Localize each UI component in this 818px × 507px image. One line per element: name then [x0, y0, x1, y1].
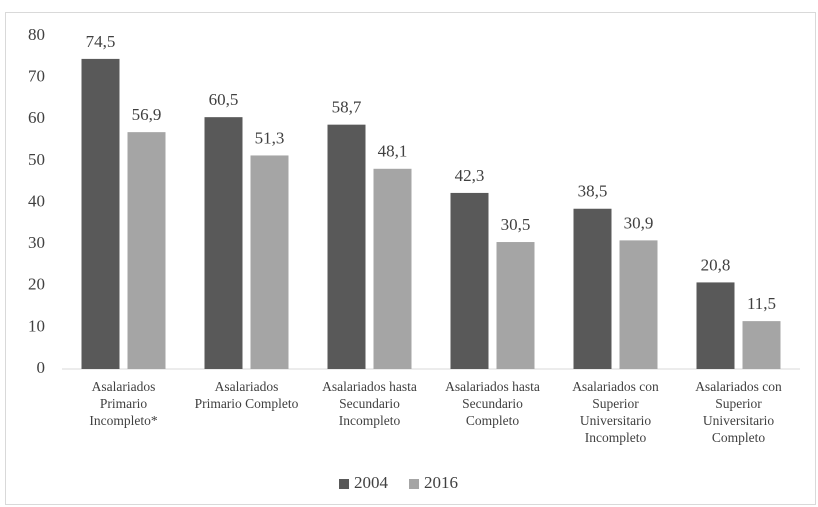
x-tick-label: Asalariados hasta Secundario Incompleto	[322, 379, 417, 428]
y-tick-label: 80	[28, 25, 45, 44]
value-label: 38,5	[578, 182, 608, 201]
value-label: 48,1	[378, 142, 408, 161]
bar	[496, 242, 535, 369]
x-tick-label: Asalariados con Superior Universitario Comp…	[695, 379, 782, 445]
y-tick-label: 20	[28, 275, 45, 294]
bar	[619, 240, 658, 369]
y-tick-label: 10	[28, 316, 45, 335]
value-label: 51,3	[255, 128, 285, 147]
value-label: 42,3	[455, 166, 485, 185]
bar	[327, 124, 366, 369]
bar	[742, 321, 781, 369]
bar	[127, 132, 166, 369]
bar	[81, 58, 120, 370]
x-tick-label: Asalariados hasta Secundario Completo	[445, 379, 540, 428]
y-tick-label: 40	[28, 191, 45, 210]
y-tick-label: 50	[28, 150, 45, 169]
value-label: 74,5	[86, 32, 116, 51]
bar	[696, 282, 735, 369]
bar	[573, 208, 612, 369]
legend-swatch	[339, 479, 349, 489]
value-label: 11,5	[747, 294, 776, 313]
x-tick-label: Asalariados Primario Incompleto*	[89, 379, 157, 428]
bar	[450, 192, 489, 369]
legend-label: 2016	[424, 473, 458, 492]
x-tick-label: Asalariados con Superior Universitario Inco…	[572, 379, 659, 445]
y-tick-label: 60	[28, 108, 45, 127]
value-label: 30,9	[624, 213, 654, 232]
y-tick-label: 70	[28, 67, 45, 86]
legend-label: 2004	[354, 473, 389, 492]
bar	[373, 168, 412, 369]
bar	[250, 155, 289, 369]
bar	[204, 117, 243, 369]
value-label: 30,5	[501, 215, 531, 234]
value-label: 60,5	[209, 90, 239, 109]
value-label: 56,9	[132, 105, 162, 124]
value-label: 58,7	[332, 98, 362, 117]
x-tick-label: Asalariados Primario Completo	[195, 379, 299, 411]
y-tick-label: 30	[28, 233, 45, 252]
legend-swatch	[409, 479, 419, 489]
value-label: 20,8	[701, 255, 731, 274]
y-tick-label: 0	[37, 358, 46, 377]
